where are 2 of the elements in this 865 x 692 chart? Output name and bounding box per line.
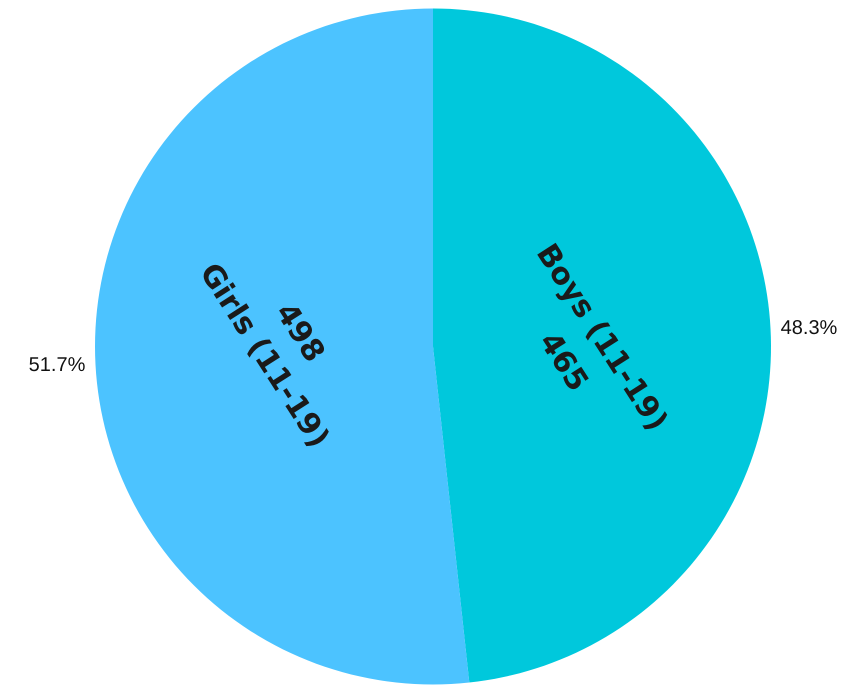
text: 51.7% [28, 354, 86, 376]
text: 48.3% [780, 316, 838, 339]
